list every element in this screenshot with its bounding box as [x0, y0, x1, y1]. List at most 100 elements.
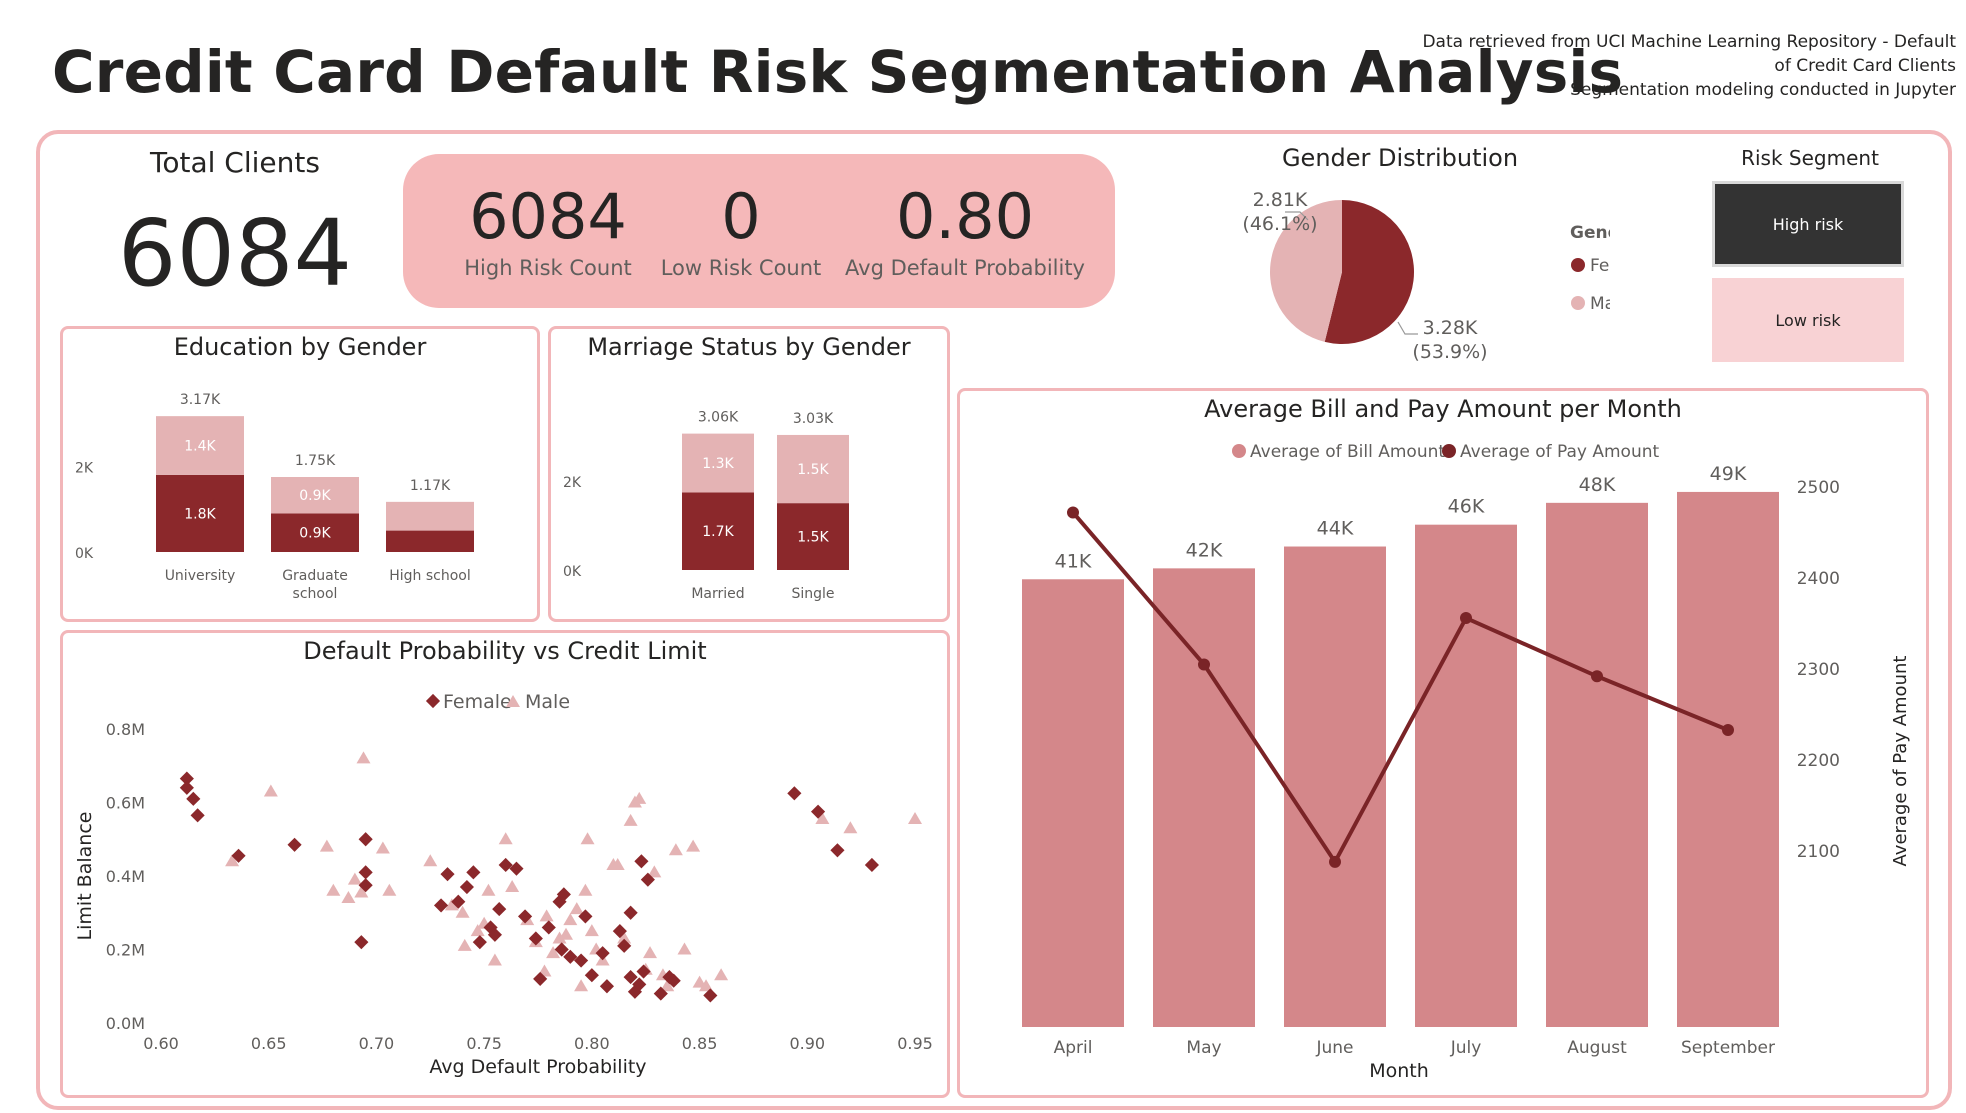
- scatter-point-male[interactable]: [578, 883, 593, 896]
- bar-female[interactable]: [386, 530, 474, 552]
- scatter-point-male[interactable]: [623, 813, 638, 826]
- scatter-point-female[interactable]: [287, 837, 302, 852]
- scatter-point-female[interactable]: [492, 902, 507, 917]
- scatter-point-female[interactable]: [466, 865, 481, 880]
- scatter-point-male[interactable]: [539, 909, 554, 922]
- bar-bill-amount[interactable]: [1153, 568, 1255, 1027]
- scatter-point-male[interactable]: [559, 927, 574, 940]
- scatter-point-female[interactable]: [703, 988, 718, 1003]
- scatter-point-male[interactable]: [580, 832, 595, 845]
- scatter-point-female[interactable]: [358, 832, 373, 847]
- scatter-point-male[interactable]: [481, 883, 496, 896]
- scatter-point-male[interactable]: [546, 946, 561, 959]
- line-pay-amount[interactable]: [1071, 511, 1729, 866]
- scatter-point-male[interactable]: [815, 812, 830, 825]
- scatter-point-male[interactable]: [610, 857, 625, 870]
- scatter-point-male[interactable]: [498, 832, 513, 845]
- scatter-point-male[interactable]: [444, 898, 459, 911]
- scatter-point-male[interactable]: [326, 883, 341, 896]
- scatter-point-female[interactable]: [440, 867, 455, 882]
- scatter-point-male[interactable]: [643, 946, 658, 959]
- bar-male[interactable]: [386, 501, 474, 531]
- scatter-point-female[interactable]: [509, 861, 524, 876]
- scatter-point-female[interactable]: [623, 969, 638, 985]
- scatter-point-female[interactable]: [186, 791, 201, 806]
- line-point-pay-amount[interactable]: [1460, 612, 1472, 625]
- scatter-point-male[interactable]: [574, 979, 589, 992]
- scatter-point-female[interactable]: [179, 780, 194, 795]
- scatter-point-female[interactable]: [554, 942, 569, 957]
- bar-bill-amount[interactable]: [1677, 491, 1779, 1027]
- bar-male[interactable]: [271, 477, 359, 514]
- bar-female[interactable]: [271, 513, 359, 552]
- scatter-point-female[interactable]: [653, 986, 668, 1001]
- scatter-point-female[interactable]: [636, 964, 651, 979]
- scatter-point-female[interactable]: [354, 935, 369, 950]
- scatter-point-male[interactable]: [569, 902, 584, 915]
- scatter-point-male[interactable]: [423, 854, 438, 867]
- bar-bill-amount[interactable]: [1284, 546, 1386, 1027]
- scatter-point-male[interactable]: [563, 913, 578, 926]
- scatter-point-female[interactable]: [433, 898, 449, 913]
- scatter-point-male[interactable]: [470, 924, 485, 937]
- scatter-point-male[interactable]: [263, 784, 278, 797]
- scatter-point-male[interactable]: [457, 938, 472, 951]
- scatter-point-female[interactable]: [574, 953, 589, 968]
- scatter-point-female[interactable]: [584, 968, 599, 983]
- bar-male[interactable]: [156, 416, 244, 475]
- scatter-point-male[interactable]: [356, 751, 371, 764]
- scatter-point-male[interactable]: [908, 812, 922, 825]
- scatter-point-female[interactable]: [599, 979, 615, 994]
- scatter-point-male[interactable]: [699, 979, 714, 992]
- scatter-point-male[interactable]: [382, 883, 397, 896]
- line-point-pay-amount[interactable]: [1591, 670, 1603, 683]
- scatter-point-female[interactable]: [810, 804, 826, 819]
- scatter-point-female[interactable]: [451, 894, 466, 909]
- scatter-point-male[interactable]: [354, 885, 369, 898]
- scatter-point-female[interactable]: [358, 878, 373, 893]
- scatter-point-female[interactable]: [487, 927, 502, 942]
- scatter-point-male[interactable]: [660, 979, 675, 992]
- scatter-point-female[interactable]: [358, 865, 373, 880]
- bar-male[interactable]: [682, 433, 754, 493]
- scatter-point-female[interactable]: [528, 931, 543, 946]
- scatter-point-female[interactable]: [533, 971, 548, 986]
- scatter-point-female[interactable]: [623, 905, 638, 920]
- scatter-point-female[interactable]: [640, 872, 655, 887]
- scatter-point-male[interactable]: [668, 843, 683, 856]
- scatter-point-male[interactable]: [225, 854, 240, 867]
- bar-female[interactable]: [777, 503, 849, 570]
- scatter-point-female[interactable]: [595, 946, 610, 961]
- scatter-point-female[interactable]: [864, 857, 879, 873]
- scatter-point-female[interactable]: [632, 977, 647, 992]
- line-point-pay-amount[interactable]: [1722, 723, 1734, 736]
- scatter-point-female[interactable]: [787, 786, 802, 801]
- scatter-point-male[interactable]: [505, 880, 520, 893]
- bar-female[interactable]: [156, 474, 244, 552]
- scatter-point-female[interactable]: [830, 843, 845, 858]
- scatter-point-female[interactable]: [634, 854, 649, 869]
- scatter-point-male[interactable]: [584, 924, 599, 937]
- pie-slice-female[interactable]: [1324, 200, 1414, 344]
- scatter-point-male[interactable]: [714, 968, 729, 981]
- scatter-point-female[interactable]: [459, 879, 474, 895]
- scatter-point-male[interactable]: [319, 839, 334, 852]
- high-risk-segment-button[interactable]: High risk: [1712, 181, 1904, 267]
- low-risk-segment-button[interactable]: Low risk: [1712, 278, 1904, 362]
- bar-female[interactable]: [682, 492, 754, 570]
- scatter-point-male[interactable]: [617, 931, 632, 944]
- scatter-point-male[interactable]: [677, 942, 692, 955]
- scatter-point-male[interactable]: [341, 891, 356, 904]
- pie-slice-male[interactable]: [1270, 200, 1342, 342]
- scatter-point-female[interactable]: [472, 935, 487, 950]
- bar-bill-amount[interactable]: [1415, 524, 1517, 1027]
- scatter-point-male[interactable]: [647, 865, 662, 878]
- scatter-point-male[interactable]: [632, 791, 647, 804]
- bar-bill-amount[interactable]: [1022, 579, 1124, 1027]
- scatter-point-male[interactable]: [843, 821, 858, 834]
- scatter-point-female[interactable]: [612, 924, 627, 939]
- scatter-point-female[interactable]: [190, 808, 205, 823]
- bar-bill-amount[interactable]: [1546, 502, 1648, 1028]
- scatter-point-male[interactable]: [455, 905, 470, 918]
- scatter-point-female[interactable]: [666, 973, 681, 988]
